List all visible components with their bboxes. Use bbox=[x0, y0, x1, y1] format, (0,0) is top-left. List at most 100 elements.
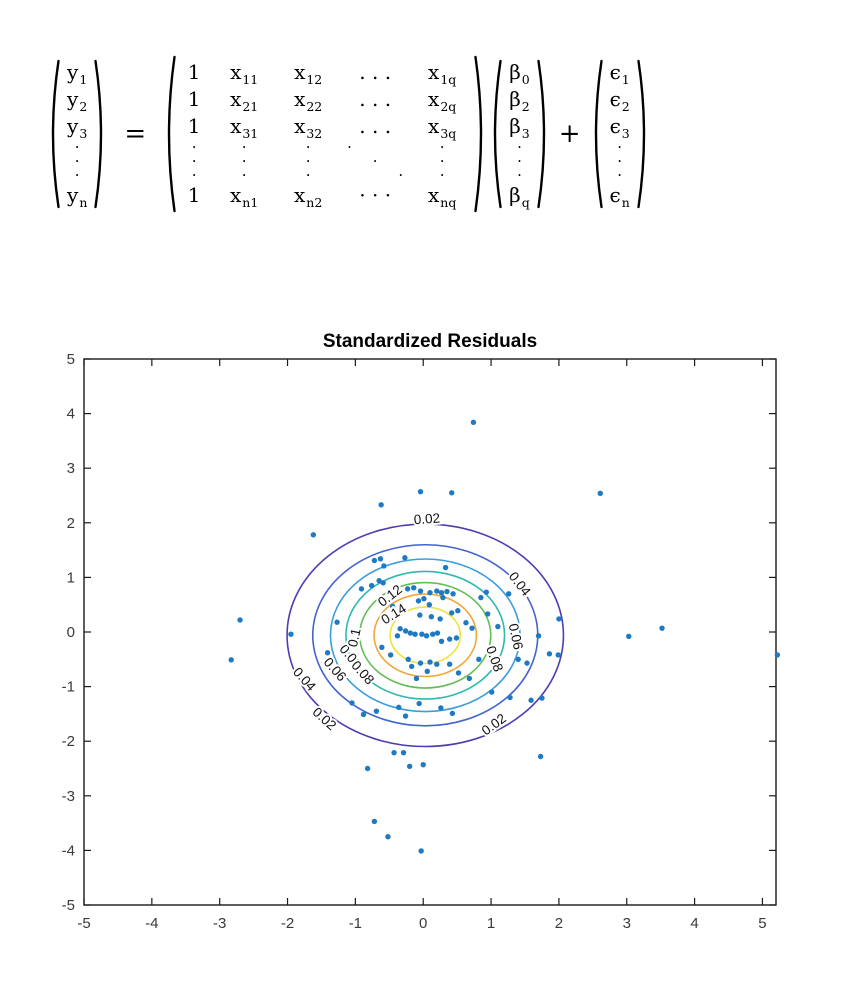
vertical-dots: · bbox=[517, 166, 522, 184]
subscript: 31 bbox=[242, 126, 259, 141]
x-design-matrix: 1 x11 x12 . . . x1q 1 x21 x22 . . . x2q 1 x31 x32 . .… bbox=[162, 54, 488, 214]
math-symbol: x22 bbox=[294, 87, 323, 114]
scatter-point bbox=[387, 652, 394, 658]
matrix-cell: . . . bbox=[359, 60, 392, 84]
subscript: 2q bbox=[440, 99, 457, 114]
subscript: 2 bbox=[521, 99, 530, 114]
subscript: 1 bbox=[79, 72, 88, 87]
scatter-point bbox=[400, 749, 407, 756]
scatter-point bbox=[528, 697, 534, 703]
matrix-cell: 1 bbox=[187, 183, 201, 207]
scatter-point bbox=[358, 586, 365, 592]
math-symbol: y2 bbox=[67, 87, 88, 114]
vector-entry: y2 bbox=[67, 86, 88, 114]
contour-ring-0.08 bbox=[345, 570, 506, 700]
matrix-dot: · bbox=[241, 166, 247, 184]
subscript: 2 bbox=[621, 99, 630, 114]
scatter-point bbox=[381, 563, 387, 569]
math-symbol: x3q bbox=[428, 114, 457, 141]
scatter-point bbox=[426, 602, 433, 608]
subscript: 32 bbox=[306, 126, 323, 141]
matrix-rows: 1 x11 x12 . . . x1q 1 x21 x22 . . . x2q 1 x31 x32 . .… bbox=[183, 59, 467, 210]
scatter-point bbox=[391, 749, 397, 756]
matrix-dot: · bbox=[439, 166, 445, 184]
vertical-dots: · bbox=[517, 138, 522, 156]
scatter-point bbox=[237, 617, 243, 623]
scatter-point bbox=[495, 623, 501, 630]
scatter-point bbox=[377, 556, 384, 562]
matrix-dots-row: · · · · · bbox=[183, 138, 467, 156]
scatter-point bbox=[484, 611, 491, 617]
paren-curve bbox=[494, 59, 502, 209]
matrix-dot: · bbox=[305, 138, 311, 156]
scatter-point bbox=[371, 557, 378, 564]
scatter-point bbox=[478, 594, 484, 601]
vector-entry: β0 bbox=[509, 59, 530, 87]
right-paren bbox=[537, 59, 545, 209]
vertical-dots: · bbox=[74, 138, 80, 156]
epsilon-vector-entries: ϵ1 ϵ2 ϵ3 · · · ϵn bbox=[609, 59, 630, 210]
right-paren bbox=[474, 55, 483, 213]
y-tick-label: -3 bbox=[62, 788, 75, 805]
scatter-point bbox=[626, 633, 632, 640]
y-tick-label: 2 bbox=[67, 515, 75, 532]
matrix-cell: 1 bbox=[187, 87, 201, 111]
paren-curve bbox=[594, 59, 603, 209]
subscript: 1q bbox=[440, 72, 457, 87]
vertical-dots: · bbox=[74, 166, 80, 184]
scatter-point bbox=[407, 630, 414, 636]
scatter-point bbox=[597, 490, 603, 497]
matrix-dots-row: · · · · · bbox=[183, 154, 467, 169]
subscript: n bbox=[621, 195, 630, 210]
scatter-point bbox=[421, 595, 427, 602]
scatter-point bbox=[423, 633, 430, 639]
x-tick-label: 5 bbox=[758, 915, 766, 932]
math-symbol: yn bbox=[67, 183, 88, 210]
math-symbol: x11 bbox=[230, 60, 259, 87]
scatter-point bbox=[310, 532, 317, 538]
scatter-point bbox=[424, 668, 430, 675]
vertical-dots: · bbox=[617, 166, 623, 184]
scatter-point bbox=[380, 580, 386, 586]
scatter-point bbox=[438, 589, 445, 596]
y-vector: y1 y2 y3 · · · yn bbox=[46, 58, 108, 210]
scatter-point bbox=[402, 713, 409, 719]
scatter-point bbox=[373, 708, 380, 714]
subscript: 3 bbox=[521, 126, 530, 141]
scatter-point bbox=[397, 626, 403, 632]
scatter-point bbox=[659, 625, 665, 631]
scatter-point bbox=[555, 652, 561, 658]
scatter-point bbox=[394, 633, 401, 639]
scatter-point bbox=[556, 616, 562, 622]
beta-vector-entries: β0 β2 β3 · · · βq bbox=[509, 59, 530, 210]
math-symbol: β3 bbox=[509, 114, 530, 141]
scatter-point bbox=[537, 753, 544, 760]
scatter-point bbox=[412, 631, 418, 637]
regression-matrix-equation: y1 y2 y3 · · · yn = 1 x11 x12. . . x1q 1 x21 x22. . … bbox=[46, 48, 651, 220]
x-tick-label: -4 bbox=[145, 915, 158, 932]
math-symbol: ϵ1 bbox=[609, 60, 630, 87]
scatter-point bbox=[450, 591, 456, 597]
matrix-cell: . . . bbox=[359, 87, 392, 111]
subscript: n2 bbox=[306, 195, 323, 210]
scatter-point bbox=[334, 619, 340, 625]
vector-entry: ϵ3 bbox=[610, 113, 630, 141]
scatter-point bbox=[371, 818, 378, 825]
x-tick-label: -3 bbox=[213, 915, 226, 932]
math-symbol: y1 bbox=[67, 60, 88, 87]
paren-curve bbox=[474, 55, 483, 213]
math-symbol: x31 bbox=[230, 114, 259, 141]
scatter-point bbox=[405, 656, 411, 662]
vertical-dots: · bbox=[74, 152, 80, 170]
matrix-cell: x31 bbox=[219, 113, 269, 142]
scatter-point bbox=[535, 633, 542, 639]
scatter-point bbox=[417, 660, 424, 666]
vector-entry: yn bbox=[67, 182, 88, 210]
matrix-dot: · bbox=[191, 138, 197, 156]
matrix-cell: x21 bbox=[219, 86, 269, 115]
matrix-row: 1 xn1 xn2 · · · xnq bbox=[183, 182, 467, 210]
matrix-cell: · · · bbox=[359, 183, 392, 207]
math-symbol: ϵ2 bbox=[609, 87, 630, 114]
right-paren bbox=[637, 59, 645, 209]
y-tick-label: 4 bbox=[67, 406, 75, 423]
